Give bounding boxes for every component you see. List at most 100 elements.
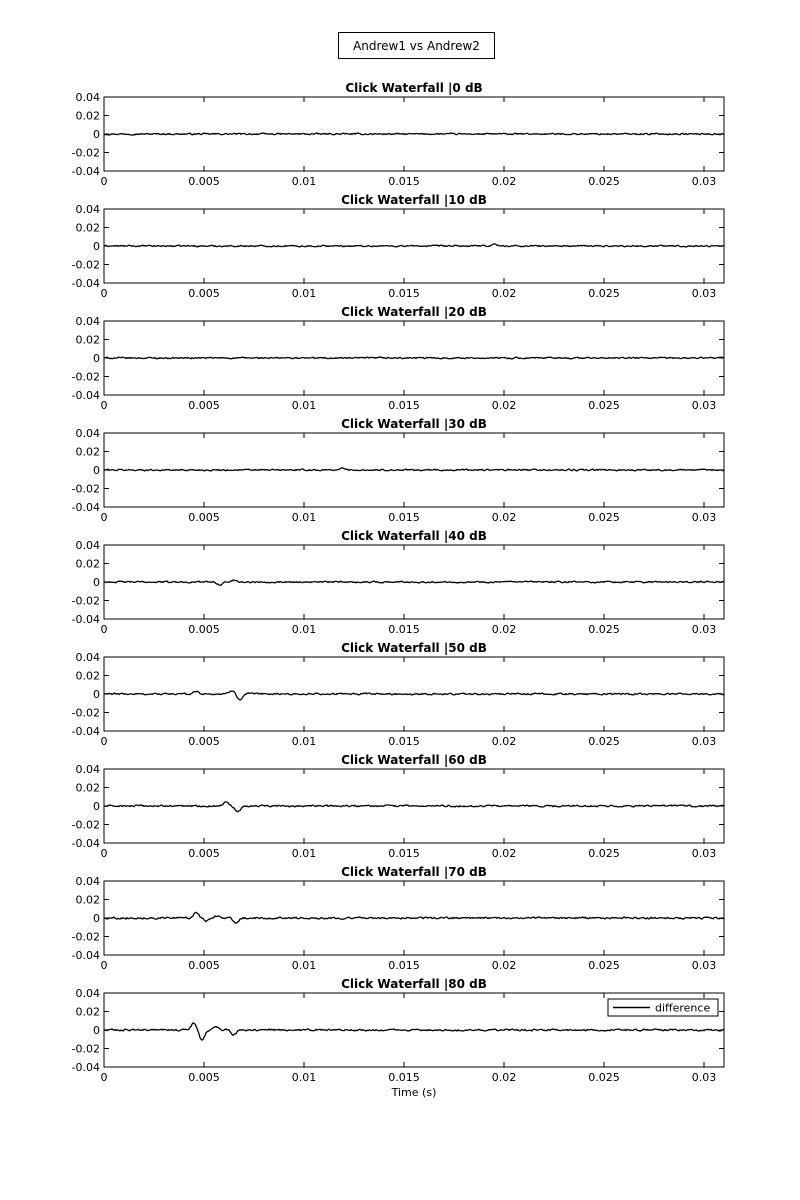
x-tick-label: 0.015 <box>388 1071 420 1084</box>
x-tick-label: 0 <box>101 1071 108 1084</box>
y-tick-label: 0 <box>93 912 100 925</box>
subplot-7: Click Waterfall |70 dB 0.04 0.02 0 -0.02 -0.0… <box>72 865 725 972</box>
y-tick-label: 0.02 <box>76 222 101 235</box>
x-tick-label: 0 <box>101 735 108 748</box>
y-tick-label: 0 <box>93 128 100 141</box>
subplot-3: Click Waterfall |30 dB 0.04 0.02 0 -0.02 -0.0… <box>72 417 725 524</box>
subplot-title: Click Waterfall |80 dB <box>341 977 487 991</box>
y-tick-label: 0.02 <box>76 670 101 683</box>
series-line-trace <box>103 579 725 586</box>
x-tick-label: 0.015 <box>388 399 420 412</box>
x-tick-label: 0.025 <box>588 735 620 748</box>
series-line-trace <box>103 356 725 360</box>
y-tick-label: 0.02 <box>76 782 101 795</box>
y-tick-label: 0 <box>93 240 100 253</box>
x-tick-label: 0.025 <box>588 175 620 188</box>
y-tick-label: -0.02 <box>72 483 100 496</box>
x-tick-label: 0.015 <box>388 623 420 636</box>
x-tick-label: 0.02 <box>492 735 517 748</box>
x-tick-label: 0.015 <box>388 175 420 188</box>
x-tick-label: 0.025 <box>588 847 620 860</box>
y-tick-label: -0.02 <box>72 931 100 944</box>
x-axis-label: Time (s) <box>391 1086 437 1099</box>
subplot-title: Click Waterfall |40 dB <box>341 529 487 543</box>
subplot-title: Click Waterfall |20 dB <box>341 305 487 319</box>
x-tick-label: 0.03 <box>692 287 717 300</box>
y-tick-label: 0.02 <box>76 334 101 347</box>
series-line-difference <box>103 1022 725 1042</box>
y-tick-label: -0.02 <box>72 259 100 272</box>
x-tick-label: 0.01 <box>292 623 317 636</box>
y-tick-label: 0.04 <box>76 315 101 328</box>
series-line-trace <box>103 801 725 813</box>
y-tick-label: 0.04 <box>76 875 101 888</box>
x-tick-label: 0.03 <box>692 847 717 860</box>
subplot-5: Click Waterfall |50 dB 0.04 0.02 0 -0.02 -0.0… <box>72 641 725 748</box>
x-tick-label: 0.02 <box>492 847 517 860</box>
x-tick-label: 0.02 <box>492 511 517 524</box>
x-tick-label: 0.025 <box>588 287 620 300</box>
y-tick-label: 0 <box>93 800 100 813</box>
y-tick-label: 0 <box>93 352 100 365</box>
x-tick-label: 0.01 <box>292 511 317 524</box>
series-line-trace <box>103 243 725 248</box>
legend-label: difference <box>655 1002 710 1015</box>
y-tick-label: 0.02 <box>76 894 101 907</box>
x-tick-label: 0.025 <box>588 959 620 972</box>
y-tick-label: -0.04 <box>72 1061 100 1074</box>
x-tick-label: 0.01 <box>292 735 317 748</box>
y-tick-label: -0.04 <box>72 165 100 178</box>
y-tick-label: -0.04 <box>72 277 100 290</box>
subplot-8: Click Waterfall |80 dB 0.04 0.02 0 -0.02 -0.0… <box>72 977 725 1099</box>
x-tick-label: 0.02 <box>492 623 517 636</box>
x-tick-label: 0.03 <box>692 1071 717 1084</box>
y-tick-label: 0.02 <box>76 558 101 571</box>
subplot-2: Click Waterfall |20 dB 0.04 0.02 0 -0.02 -0.0… <box>72 305 725 412</box>
series-line-trace <box>103 132 725 136</box>
y-tick-label: -0.04 <box>72 949 100 962</box>
series-line-trace <box>104 690 725 701</box>
legend-box <box>607 998 719 1017</box>
x-tick-label: 0.01 <box>292 399 317 412</box>
subplot-1: Click Waterfall |10 dB 0.04 0.02 0 -0.02 -0.0… <box>72 193 725 300</box>
y-tick-label: -0.04 <box>72 613 100 626</box>
x-tick-label: 0.03 <box>692 175 717 188</box>
y-tick-label: 0.04 <box>76 763 101 776</box>
x-tick-label: 0.005 <box>188 1071 220 1084</box>
x-tick-label: 0.015 <box>388 735 420 748</box>
x-tick-label: 0.015 <box>388 847 420 860</box>
series-line-trace <box>103 911 725 924</box>
x-tick-label: 0.005 <box>188 287 220 300</box>
x-tick-label: 0.02 <box>492 175 517 188</box>
x-tick-label: 0 <box>101 959 108 972</box>
y-tick-label: 0.04 <box>76 539 101 552</box>
x-tick-label: 0.03 <box>692 511 717 524</box>
x-tick-label: 0 <box>101 623 108 636</box>
x-tick-label: 0.025 <box>588 511 620 524</box>
x-tick-label: 0.025 <box>588 1071 620 1084</box>
x-tick-label: 0.02 <box>492 959 517 972</box>
y-tick-label: 0.04 <box>76 987 101 1000</box>
x-tick-label: 0 <box>101 175 108 188</box>
x-tick-label: 0.005 <box>188 847 220 860</box>
x-tick-label: 0.025 <box>588 399 620 412</box>
subplot-title: Click Waterfall |50 dB <box>341 641 487 655</box>
subplot-0: Click Waterfall |0 dB 0.04 0.02 0 -0.02 -0.04… <box>72 81 725 188</box>
x-tick-label: 0.01 <box>292 287 317 300</box>
x-tick-label: 0.03 <box>692 959 717 972</box>
y-tick-label: 0.04 <box>76 427 101 440</box>
y-tick-label: -0.02 <box>72 147 100 160</box>
y-tick-label: 0 <box>93 1024 100 1037</box>
x-tick-label: 0.005 <box>188 623 220 636</box>
y-tick-label: -0.02 <box>72 1043 100 1056</box>
y-tick-label: -0.02 <box>72 707 100 720</box>
x-tick-label: 0.03 <box>692 735 717 748</box>
figure-title: Andrew1 vs Andrew2 <box>338 32 495 59</box>
x-tick-label: 0.015 <box>388 959 420 972</box>
subplot-title: Click Waterfall |70 dB <box>341 865 487 879</box>
y-tick-label: 0.02 <box>76 110 101 123</box>
y-tick-label: 0.04 <box>76 91 101 104</box>
subplot-6: Click Waterfall |60 dB 0.04 0.02 0 -0.02 -0.0… <box>72 753 725 860</box>
x-tick-label: 0.03 <box>692 399 717 412</box>
x-tick-label: 0.02 <box>492 1071 517 1084</box>
